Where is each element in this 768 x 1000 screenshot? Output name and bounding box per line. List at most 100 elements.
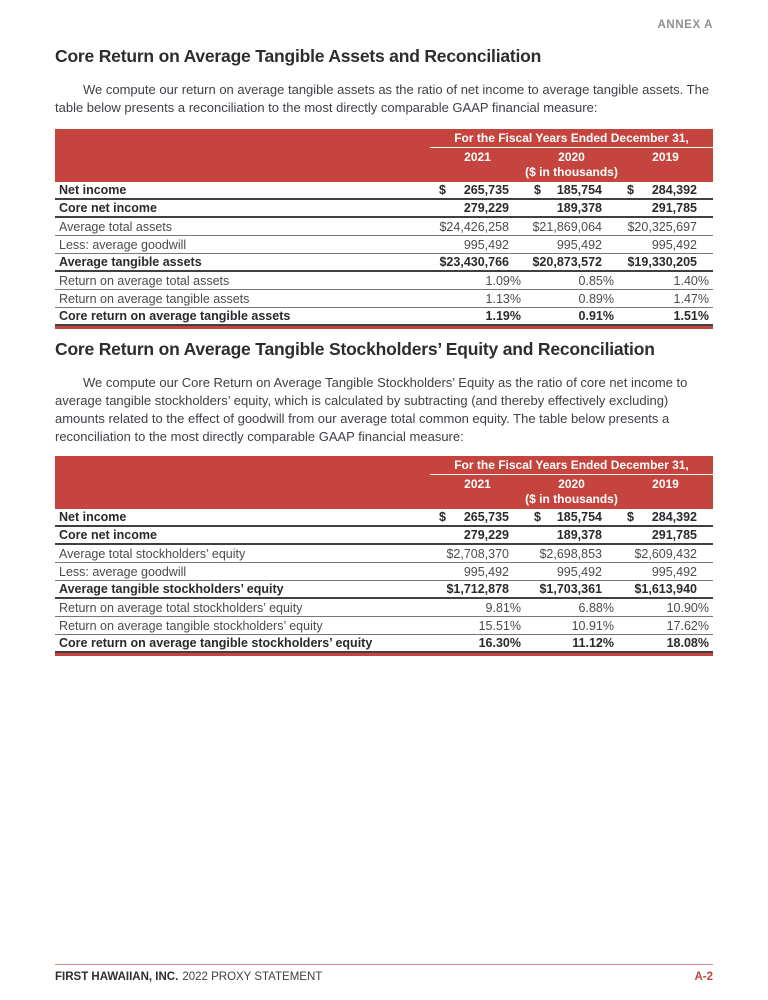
page-number: A-2 [694,971,713,983]
cell-value: $20,325,697 [627,219,697,234]
cell-value: $284,392 [618,510,713,524]
table-row: Less: average goodwill 995,492 995,492 9… [55,563,713,581]
dollar-sign: $ [627,183,634,197]
table-year-header-row: 2021 2020 2019 [55,475,713,492]
cell-value: 1.47% [673,291,709,306]
year-column-header: 2019 [652,149,679,164]
page-footer: FIRST HAWAIIAN, INC. 2022 PROXY STATEMENT… [55,964,713,983]
cell-value: 995,492 [463,564,509,579]
cell-value: 15.51% [478,618,521,633]
cell-value: 10.91% [571,618,614,633]
table-row: Net income $265,735 $185,754 $284,392 [55,182,713,200]
year-column-header: 2020 [558,476,585,491]
dollar-sign: $ [439,510,446,524]
cell-value: $2,698,853 [539,546,602,561]
units-label: ($ in thousands) [525,492,618,506]
row-label: Less: average goodwill [59,237,187,252]
cell-value: 1.09% [485,273,521,288]
cell-value: $23,430,766 [439,255,509,269]
cell-value: 279,229 [463,528,509,542]
table-row: Average tangible stockholders’ equity $1… [55,581,713,599]
table-header-title-row: For the Fiscal Years Ended December 31, [55,457,713,475]
cell-value: $284,392 [618,183,713,197]
table-row: Return on average tangible stockholders’… [55,617,713,635]
row-label: Less: average goodwill [59,564,187,579]
row-label: Net income [59,183,127,197]
reconciliation-table-equity: For the Fiscal Years Ended December 31, … [55,456,713,656]
row-label: Return on average tangible assets [59,291,250,306]
cell-value: 6.88% [578,600,614,615]
table-row: Net income $265,735 $185,754 $284,392 [55,509,713,527]
cell-value: 1.51% [673,309,709,323]
table-row: Core return on average tangible stockhol… [55,635,713,653]
table-row: Return on average tangible assets 1.13% … [55,290,713,308]
cell-value: $1,712,878 [446,582,509,596]
table-units-row: ($ in thousands) [55,492,713,509]
year-column-header: 2021 [464,476,491,491]
table-row: Average total assets $24,426,258 $21,869… [55,218,713,236]
cell-value: 0.89% [578,291,614,306]
cell-value: 995,492 [651,237,697,252]
year-column-header: 2019 [652,476,679,491]
table-year-header-row: 2021 2020 2019 [55,148,713,165]
table-row: Core net income 279,229 189,378 291,785 [55,200,713,218]
section-title-assets: Core Return on Average Tangible Assets a… [55,46,542,66]
table-header-title: For the Fiscal Years Ended December 31, [430,130,713,148]
reconciliation-table-assets: For the Fiscal Years Ended December 31, … [55,129,713,329]
cell-value: $185,754 [525,183,618,197]
cell-value: 1.13% [485,291,521,306]
cell-value: $21,869,064 [532,219,602,234]
row-label: Average total assets [59,219,173,234]
cell-value: 18.08% [666,636,709,650]
cell-value: 995,492 [556,564,602,579]
dollar-sign: $ [627,510,634,524]
footer-left: FIRST HAWAIIAN, INC. 2022 PROXY STATEMENT [55,971,322,983]
table-row: Core return on average tangible assets 1… [55,308,713,326]
cell-value: $265,735 [430,183,525,197]
cell-value: 189,378 [556,528,602,542]
cell-value: $185,754 [525,510,618,524]
cell-value: 1.19% [485,309,521,323]
cell-value: $2,708,370 [446,546,509,561]
cell-value: $19,330,205 [627,255,697,269]
cell-value: 17.62% [666,618,709,633]
section-paragraph-equity: We compute our Core Return on Average Ta… [55,375,688,444]
cell-value: 291,785 [651,528,697,542]
cell-value: $24,426,258 [439,219,509,234]
cell-value: 291,785 [651,201,697,215]
cell-value: 995,492 [651,564,697,579]
cell-value: 0.91% [578,309,614,323]
cell-value: 0.85% [578,273,614,288]
row-label: Return on average tangible stockholders’… [59,618,323,633]
row-label: Net income [59,510,127,524]
cell-value: $20,873,572 [532,255,602,269]
table-row: Return on average total stockholders’ eq… [55,599,713,617]
cell-value: 995,492 [463,237,509,252]
cell-value: 9.81% [485,600,521,615]
cell-value: 995,492 [556,237,602,252]
cell-value: $2,609,432 [634,546,697,561]
table-units-row: ($ in thousands) [55,165,713,182]
cell-value: 16.30% [478,636,521,650]
section-paragraph-assets: We compute our return on average tangibl… [55,82,710,115]
year-column-header: 2020 [558,149,585,164]
row-label: Core net income [59,528,157,542]
table-row: Average total stockholders’ equity $2,70… [55,545,713,563]
units-label: ($ in thousands) [525,165,618,179]
year-column-header: 2021 [464,149,491,164]
table-header-title-row: For the Fiscal Years Ended December 31, [55,130,713,148]
cell-value: $1,703,361 [539,582,602,596]
table-row: Less: average goodwill 995,492 995,492 9… [55,236,713,254]
section-title-equity: Core Return on Average Tangible Stockhol… [55,339,655,359]
row-label: Average tangible assets [59,255,202,269]
cell-value: 11.12% [572,636,614,650]
cell-value: 279,229 [463,201,509,215]
table-row: Average tangible assets $23,430,766 $20,… [55,254,713,272]
table-header: For the Fiscal Years Ended December 31, … [55,456,713,509]
cell-value: 10.90% [666,600,709,615]
cell-value: $1,613,940 [634,582,697,596]
company-name: FIRST HAWAIIAN, INC. [55,971,179,983]
row-label: Return on average total assets [59,273,230,288]
dollar-sign: $ [534,510,541,524]
